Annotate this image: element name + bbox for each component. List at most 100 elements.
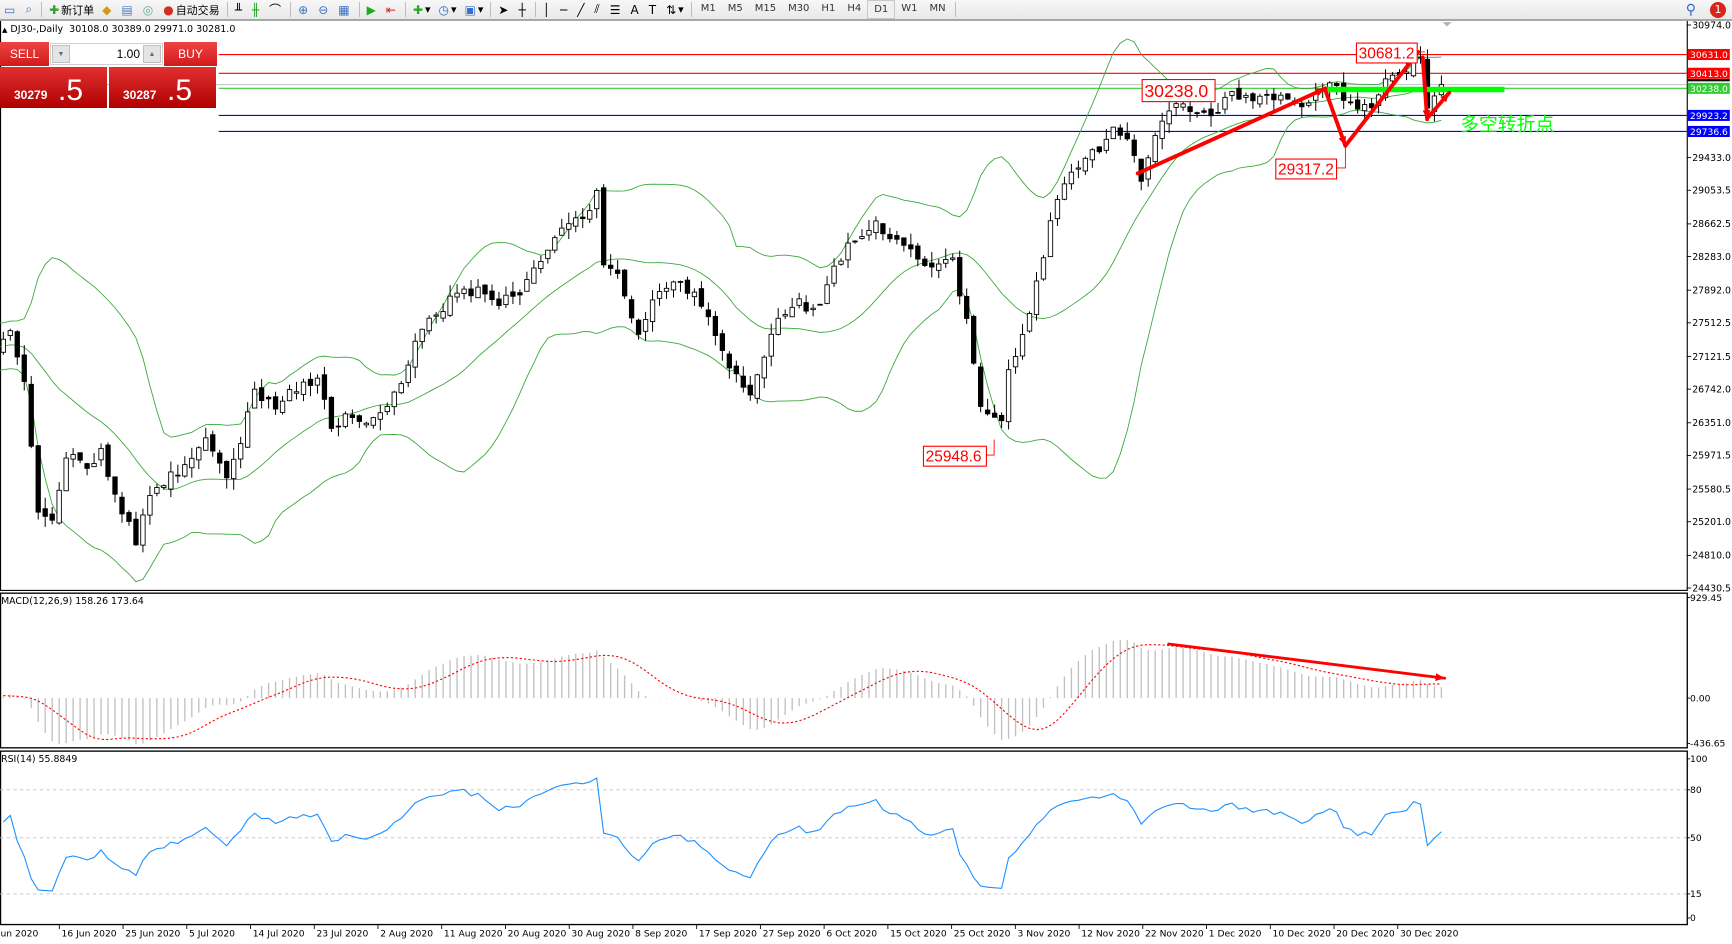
channel-tool[interactable]: ⫽	[590, 1, 605, 18]
vertical-line-tool[interactable]: │	[539, 1, 556, 18]
candle[interactable]	[189, 447, 195, 478]
candle[interactable]	[566, 212, 572, 240]
candle[interactable]	[649, 290, 656, 332]
candle[interactable]	[231, 448, 237, 490]
line-chart-button[interactable]: ⌒	[265, 1, 287, 18]
candle[interactable]	[1103, 128, 1109, 154]
candle[interactable]	[440, 303, 446, 322]
candle[interactable]	[510, 281, 516, 305]
candle[interactable]	[447, 285, 453, 318]
candle[interactable]	[712, 311, 719, 346]
candle[interactable]	[601, 184, 607, 268]
candle[interactable]	[321, 366, 328, 410]
candle[interactable]	[908, 233, 914, 258]
trend-arrow[interactable]	[1343, 49, 1421, 148]
timeframe-h4[interactable]: H4	[847, 3, 862, 14]
candle[interactable]	[552, 235, 558, 254]
candle[interactable]	[363, 421, 369, 428]
candle[interactable]	[782, 309, 788, 320]
timeframe-h1[interactable]: H1	[821, 3, 836, 14]
candle[interactable]	[705, 302, 712, 326]
candle[interactable]	[1347, 94, 1354, 106]
candle[interactable]	[335, 417, 342, 437]
candle[interactable]	[119, 491, 125, 523]
search-icon[interactable]: ⚲	[1685, 1, 1696, 18]
candle[interactable]	[91, 453, 97, 468]
terminal-button[interactable]: ▤	[117, 1, 138, 18]
candle[interactable]	[182, 456, 188, 478]
lot-size-value[interactable]: 1.00	[116, 47, 140, 61]
candle[interactable]	[866, 220, 872, 241]
candle[interactable]	[1389, 72, 1396, 84]
arrows-tool[interactable]: ⇅ ▾	[666, 2, 684, 17]
candle[interactable]	[7, 328, 13, 341]
candle[interactable]	[391, 390, 397, 416]
candle[interactable]	[859, 229, 865, 240]
candle[interactable]	[238, 436, 244, 469]
timeframe-m30[interactable]: M30	[788, 3, 810, 14]
templates-button[interactable]: ▣ ▾	[464, 2, 484, 17]
candle[interactable]	[307, 372, 314, 397]
candle[interactable]	[419, 328, 425, 349]
candle[interactable]	[405, 360, 411, 388]
candle[interactable]	[901, 237, 907, 252]
candle[interactable]	[517, 289, 523, 306]
candle[interactable]	[482, 284, 488, 303]
candle[interactable]	[356, 414, 362, 428]
candle[interactable]	[1110, 126, 1116, 140]
candle[interactable]	[1089, 148, 1096, 168]
candle[interactable]	[1005, 359, 1012, 430]
candle[interactable]	[1194, 111, 1200, 118]
candle[interactable]	[300, 378, 307, 402]
horizontal-line-tool[interactable]: ─	[556, 1, 573, 18]
candle[interactable]	[1271, 88, 1277, 110]
candle[interactable]	[614, 260, 621, 279]
candle[interactable]	[175, 464, 181, 483]
lot-decrease-button[interactable]: ▼	[52, 45, 70, 63]
candle[interactable]	[1208, 102, 1214, 127]
candle[interactable]	[524, 271, 530, 292]
macd-panel[interactable]	[0, 592, 1688, 749]
candle[interactable]	[628, 295, 635, 324]
candle[interactable]	[817, 303, 823, 306]
candle[interactable]	[126, 510, 132, 526]
candle[interactable]	[810, 304, 816, 317]
candle[interactable]	[580, 208, 586, 229]
auto-scroll-button[interactable]: ▶	[363, 1, 382, 18]
candle[interactable]	[1054, 195, 1061, 226]
candle[interactable]	[1131, 134, 1137, 163]
candle[interactable]	[272, 391, 279, 415]
candle[interactable]	[224, 460, 230, 489]
candle[interactable]	[754, 373, 760, 404]
candle[interactable]	[978, 362, 984, 413]
price-annotation-box[interactable]	[1355, 42, 1418, 64]
chart-shift-button[interactable]: ⇤	[382, 1, 402, 18]
candle[interactable]	[608, 254, 614, 276]
candle[interactable]	[84, 462, 90, 476]
candle[interactable]	[1061, 176, 1068, 201]
candle[interactable]	[768, 323, 774, 367]
candle[interactable]	[559, 218, 565, 236]
zoom-in-button[interactable]: ⊕	[294, 1, 314, 18]
candle[interactable]	[726, 351, 732, 379]
candle[interactable]	[538, 255, 544, 274]
candle[interactable]	[1215, 102, 1221, 114]
candle[interactable]	[147, 485, 153, 525]
candle[interactable]	[984, 398, 991, 416]
candle[interactable]	[594, 188, 600, 219]
periods-button[interactable]: ◷ ▾	[438, 2, 457, 17]
candle[interactable]	[691, 288, 698, 306]
candle[interactable]	[698, 281, 705, 309]
candle[interactable]	[426, 315, 432, 335]
candle[interactable]	[1354, 92, 1361, 114]
candle[interactable]	[1299, 99, 1305, 118]
timeframe-d1[interactable]: D1	[867, 0, 896, 19]
candle[interactable]	[831, 258, 837, 287]
timeframe-m1[interactable]: M1	[700, 3, 716, 14]
candle[interactable]	[880, 223, 886, 241]
candle[interactable]	[642, 311, 649, 341]
candle[interactable]	[971, 314, 977, 365]
candle[interactable]	[503, 286, 509, 309]
candle[interactable]	[468, 280, 474, 303]
text-tool[interactable]: A	[627, 1, 645, 18]
